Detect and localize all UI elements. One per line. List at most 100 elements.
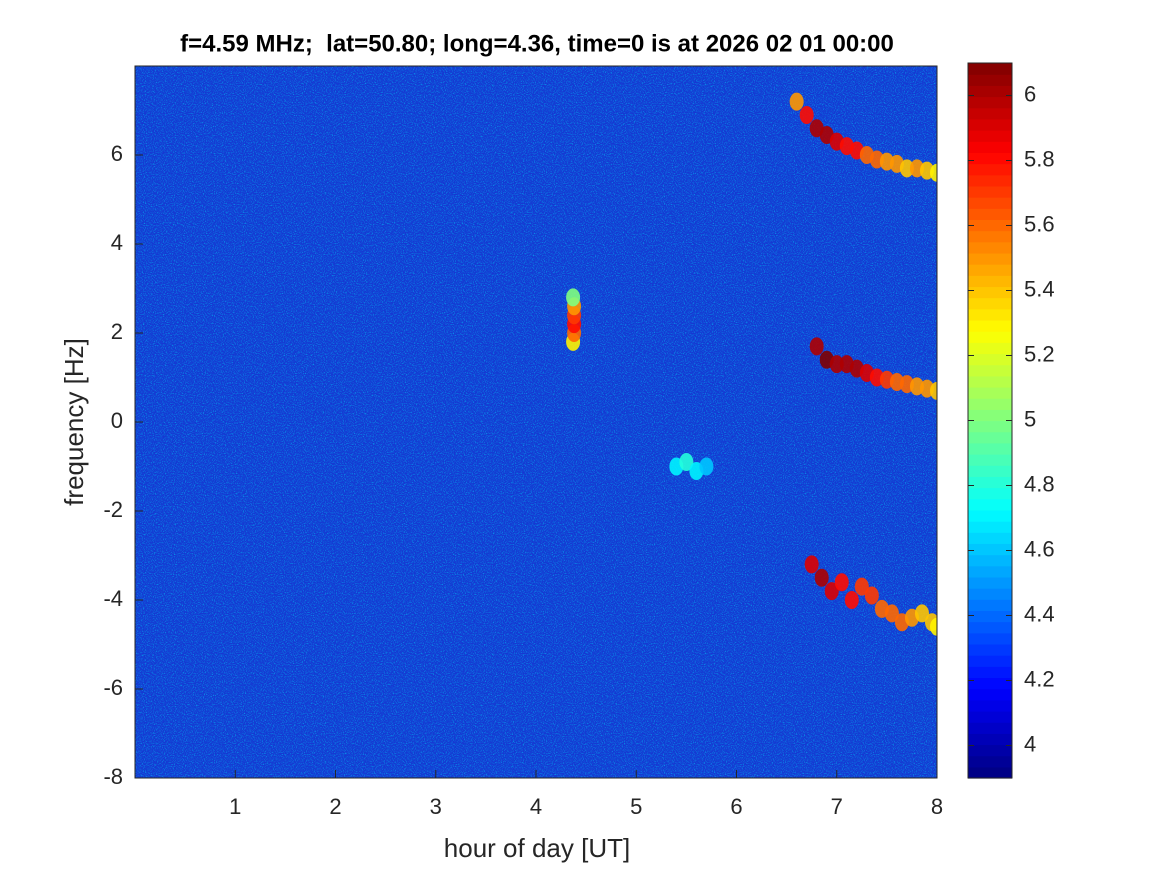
x-tick-label: 6: [730, 794, 742, 819]
colorbar-step: [968, 543, 1012, 556]
colorbar-step: [968, 74, 1012, 86]
colorbar-step: [968, 599, 1012, 612]
colorbar-step: [968, 308, 1012, 321]
x-tick-label: 5: [630, 794, 642, 819]
colorbar-tick-label: 5.4: [1024, 276, 1055, 301]
colorbar-step: [968, 398, 1012, 410]
colorbar-step: [968, 487, 1012, 500]
colorbar-step: [968, 442, 1012, 455]
colorbar-step: [968, 331, 1012, 343]
echo-cell: [679, 453, 694, 472]
colorbar-step: [968, 286, 1012, 299]
colorbar-step: [968, 532, 1012, 544]
echo-cell: [814, 568, 829, 587]
echo-cell: [699, 457, 714, 476]
colorbar-tick-label: 4.4: [1024, 601, 1055, 626]
echo-cell: [930, 163, 937, 182]
colorbar-step: [968, 364, 1012, 377]
colorbar-step: [968, 431, 1012, 444]
colorbar-step: [968, 632, 1012, 645]
colorbar-step: [968, 152, 1012, 165]
x-tick-label: 2: [329, 794, 341, 819]
colorbar-step: [968, 576, 1012, 589]
colorbar-step: [968, 252, 1012, 265]
x-axis-label: hour of day [UT]: [444, 833, 630, 863]
colorbar-step: [968, 744, 1012, 757]
colorbar-step: [968, 163, 1012, 176]
colorbar-step: [968, 688, 1012, 701]
echo-cell: [804, 555, 819, 574]
echo-cell: [789, 92, 804, 111]
colorbar-step: [968, 107, 1012, 120]
colorbar-step: [968, 297, 1012, 310]
colorbar-step: [968, 230, 1012, 243]
colorbar-tick-label: 5.6: [1024, 211, 1055, 236]
echo-cell: [809, 337, 824, 356]
echo-cell: [566, 288, 581, 307]
plot-area: [566, 92, 937, 636]
colorbar-step: [968, 264, 1012, 276]
colorbar-tick-label: 4: [1024, 731, 1036, 756]
colorbar-tick-label: 4.6: [1024, 536, 1055, 561]
noise-texture: [135, 66, 937, 778]
colorbar-step: [968, 118, 1012, 131]
colorbar-step: [968, 498, 1012, 511]
colorbar-step: [968, 643, 1012, 656]
x-tick-label: 1: [229, 794, 241, 819]
colorbar-step: [968, 476, 1012, 489]
echo-cell: [854, 577, 869, 596]
colorbar-tick-label: 5: [1024, 406, 1036, 431]
colorbar-step: [968, 319, 1012, 332]
colorbar-step: [968, 699, 1012, 712]
colorbar-step: [968, 521, 1012, 533]
colorbar-step: [968, 130, 1012, 142]
colorbar-step: [968, 733, 1012, 746]
y-tick-label: 4: [111, 230, 123, 255]
colorbar-tick-label: 4.8: [1024, 471, 1055, 496]
colorbar-step: [968, 565, 1012, 578]
colorbar-step: [968, 677, 1012, 690]
colorbar-step: [968, 509, 1012, 522]
y-axis-label: frequency [Hz]: [59, 338, 89, 506]
colorbar-step: [968, 610, 1012, 623]
y-tick-label: -4: [103, 586, 123, 611]
y-tick-label: 6: [111, 141, 123, 166]
colorbar-step: [968, 766, 1012, 779]
colorbar-step: [968, 141, 1012, 153]
colorbar-step: [968, 755, 1012, 768]
colorbar-step: [968, 353, 1012, 366]
colorbar-step: [968, 722, 1012, 734]
x-tick-label: 7: [831, 794, 843, 819]
echo-cell: [834, 573, 849, 592]
colorbar-step: [968, 420, 1012, 433]
colorbar-step: [968, 666, 1012, 679]
colorbar-step: [968, 219, 1012, 232]
colorbar-step: [968, 375, 1012, 388]
x-tick-label: 3: [430, 794, 442, 819]
echo-cell: [930, 381, 937, 400]
colorbar-step: [968, 409, 1012, 422]
y-tick-label: -6: [103, 675, 123, 700]
echo-cell: [824, 582, 839, 601]
colorbar-step: [968, 710, 1012, 723]
colorbar-tick-label: 5.2: [1024, 341, 1055, 366]
echo-cell: [864, 586, 879, 605]
echo-cell: [930, 617, 937, 636]
x-tick-label: 4: [530, 794, 542, 819]
x-tick-label: 8: [931, 794, 943, 819]
chart-title: f=4.59 MHz; lat=50.80; long=4.36, time=0…: [180, 30, 894, 57]
echo-cell: [829, 355, 844, 374]
colorbar-tick-label: 6: [1024, 81, 1036, 106]
y-tick-label: -2: [103, 497, 123, 522]
colorbar-step: [968, 655, 1012, 667]
colorbar-step: [968, 185, 1012, 198]
colorbar-step: [968, 621, 1012, 634]
colorbar-step: [968, 386, 1012, 399]
colorbar-step: [968, 241, 1012, 254]
colorbar-step: [968, 465, 1012, 477]
echo-cell: [844, 591, 859, 609]
colorbar-tick-label: 4.2: [1024, 666, 1055, 691]
colorbar-step: [968, 208, 1012, 221]
